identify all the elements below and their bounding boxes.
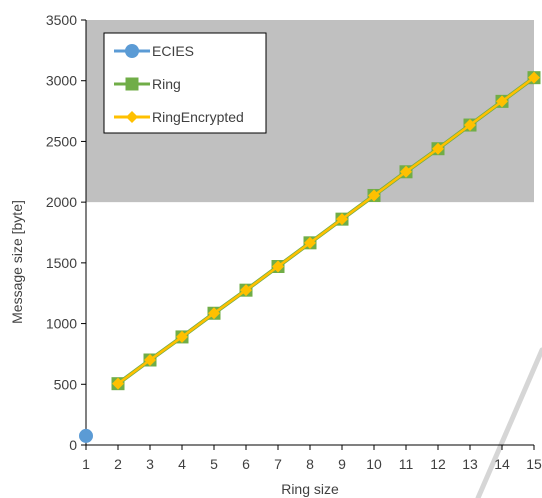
- series-layer: [79, 71, 541, 443]
- legend-marker: [125, 77, 139, 91]
- data-point: [112, 377, 124, 390]
- data-point: [432, 142, 444, 155]
- x-tick-label: 9: [338, 456, 346, 472]
- data-point: [496, 95, 508, 108]
- data-point: [528, 71, 540, 84]
- data-point: [240, 284, 252, 297]
- data-point: [304, 236, 316, 249]
- data-point: [176, 330, 188, 343]
- y-tick-label: 3000: [46, 73, 77, 89]
- x-tick-label: 7: [274, 456, 282, 472]
- legend-item: RingEncrypted: [114, 109, 244, 125]
- legend: ECIES Ring RingEncrypted: [103, 32, 267, 134]
- y-tick-label: 2500: [46, 133, 77, 149]
- y-tick-label: 2000: [46, 194, 77, 210]
- x-tick-label: 2: [114, 456, 122, 472]
- x-tick-label: 3: [146, 456, 154, 472]
- y-tick-label: 0: [69, 437, 77, 453]
- data-point: [272, 260, 284, 273]
- series-ecies: [79, 428, 93, 443]
- y-tick-label: 1000: [46, 316, 77, 332]
- x-tick-label: 4: [178, 456, 186, 472]
- x-tick-label: 15: [526, 456, 542, 472]
- legend-marker: [125, 44, 139, 58]
- x-tick-label: 14: [494, 456, 510, 472]
- x-tick-label: 11: [399, 456, 414, 472]
- y-axis-label: Message size [byte]: [9, 200, 25, 324]
- y-tick-label: 3500: [46, 12, 77, 28]
- legend-marker: [126, 111, 138, 123]
- data-point: [336, 213, 348, 226]
- legend-item: Ring: [114, 76, 181, 92]
- legend-label: ECIES: [152, 43, 194, 59]
- data-point: [144, 354, 156, 366]
- data-point: [79, 428, 93, 443]
- x-tick-label: 8: [306, 456, 314, 472]
- data-point: [464, 119, 476, 132]
- x-tick-label: 6: [242, 456, 250, 472]
- series-line: [117, 76, 535, 385]
- decorative-stroke: [475, 347, 542, 498]
- x-tick-label: 12: [430, 456, 446, 472]
- legend-label: Ring: [152, 76, 181, 92]
- data-point: [368, 189, 380, 202]
- y-tick-label: 500: [54, 376, 78, 392]
- x-tick-label: 1: [82, 456, 90, 472]
- legend-label: RingEncrypted: [152, 109, 244, 125]
- series-ringencrypted: [112, 71, 540, 390]
- x-tick-label: 10: [366, 456, 382, 472]
- y-tick-label: 1500: [46, 255, 77, 271]
- data-point: [400, 165, 412, 178]
- x-tick-label: 5: [210, 456, 218, 472]
- x-axis-label: Ring size: [281, 481, 339, 497]
- x-tick-label: 13: [462, 456, 478, 472]
- data-point: [208, 307, 220, 320]
- legend-item: ECIES: [114, 43, 194, 59]
